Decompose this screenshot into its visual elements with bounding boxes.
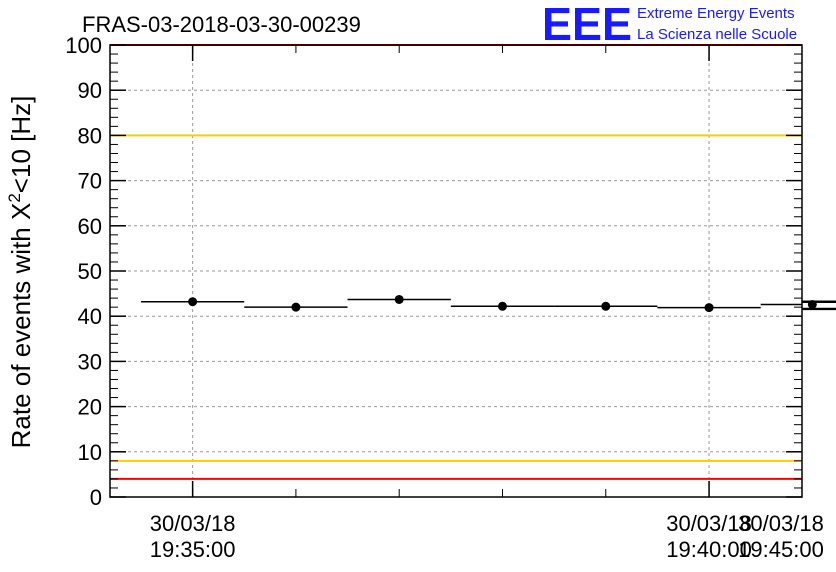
logo-line1: Extreme Energy Events [637,5,795,22]
data-points [140,294,836,313]
y-tick-label: 90 [78,78,102,103]
data-point [291,302,301,312]
chart-title: FRAS-03-2018-03-30-00239 [82,12,361,37]
x-tick-date: 30/03/18 [150,511,236,536]
logo-line2: La Scienza nelle Scuole [637,26,797,43]
data-point [704,303,714,313]
data-point [188,297,198,307]
y-tick-label: 40 [78,304,102,329]
reference-lines [110,44,802,480]
y-axis-label: Rate of events with X2<10 [Hz] [5,96,36,449]
x-tick-date: 30/03/18 [738,511,824,536]
x-tick-time: 19:45:00 [738,537,824,562]
y-tick-label: 10 [78,440,102,465]
logo-mark: EEE [542,0,632,50]
y-tick-label: 0 [90,485,102,510]
y-tick-labels: 0 10 20 30 40 50 60 70 80 90 100 [65,33,102,510]
axis-ticks [110,44,802,498]
x-tick-labels: 30/03/1819:35:0030/03/1819:40:0030/03/18… [150,511,824,562]
y-tick-label: 80 [78,123,102,148]
eee-logo: EEE Extreme Energy Events La Scienza nel… [542,0,797,50]
y-tick-label: 50 [78,259,102,284]
y-tick-label: 60 [78,214,102,239]
data-point [601,301,611,311]
data-point [394,294,404,304]
x-tick-time: 19:35:00 [150,537,236,562]
y-tick-label: 70 [78,169,102,194]
y-tick-label: 30 [78,349,102,374]
x-tick-time: 19:40:00 [666,537,752,562]
x-tick-date: 30/03/18 [666,511,752,536]
grid [110,45,802,497]
y-tick-label: 100 [65,33,102,58]
y-tick-label: 20 [78,395,102,420]
data-point [497,301,507,311]
